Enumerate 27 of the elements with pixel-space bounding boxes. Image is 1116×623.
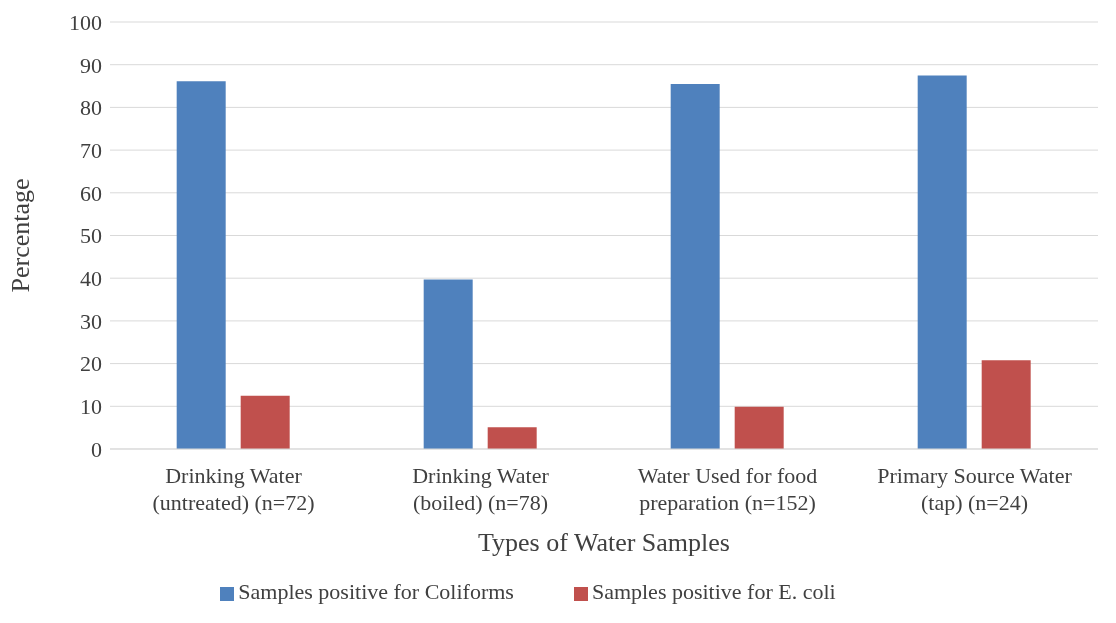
x-tick-label: Drinking Water (untreated) (n=72)	[152, 463, 315, 515]
bar	[670, 83, 720, 449]
y-tick-label: 30	[80, 308, 102, 334]
y-tick-label: 100	[69, 9, 102, 35]
y-tick-label: 10	[80, 394, 102, 420]
y-tick-label: 20	[80, 351, 102, 377]
y-tick-label: 80	[80, 95, 102, 121]
y-tick-label: 40	[80, 266, 102, 292]
bar	[734, 406, 784, 449]
bar	[487, 427, 537, 449]
bar	[423, 279, 473, 449]
x-tick-label: Drinking Water (boiled) (n=78)	[412, 463, 550, 515]
y-tick-label: 50	[80, 223, 102, 249]
y-tick-label: 60	[80, 180, 102, 206]
bar	[917, 75, 967, 449]
y-tick-label: 90	[80, 52, 102, 78]
x-tick-label: Water Used for food preparation (n=152)	[637, 463, 818, 515]
legend-label: Samples positive for Coliforms	[238, 579, 514, 604]
legend-label: Samples positive for E. coli	[591, 579, 836, 604]
y-tick-label: 0	[91, 436, 102, 462]
bar	[176, 81, 226, 449]
x-tick-label: Primary Source Water (tap) (n=24)	[877, 463, 1073, 515]
bar	[981, 360, 1031, 449]
y-axis-title: Percentage	[6, 178, 36, 293]
bar	[240, 395, 290, 449]
y-tick-label: 70	[80, 137, 102, 163]
x-axis-title: Types of Water Samples	[478, 528, 730, 557]
